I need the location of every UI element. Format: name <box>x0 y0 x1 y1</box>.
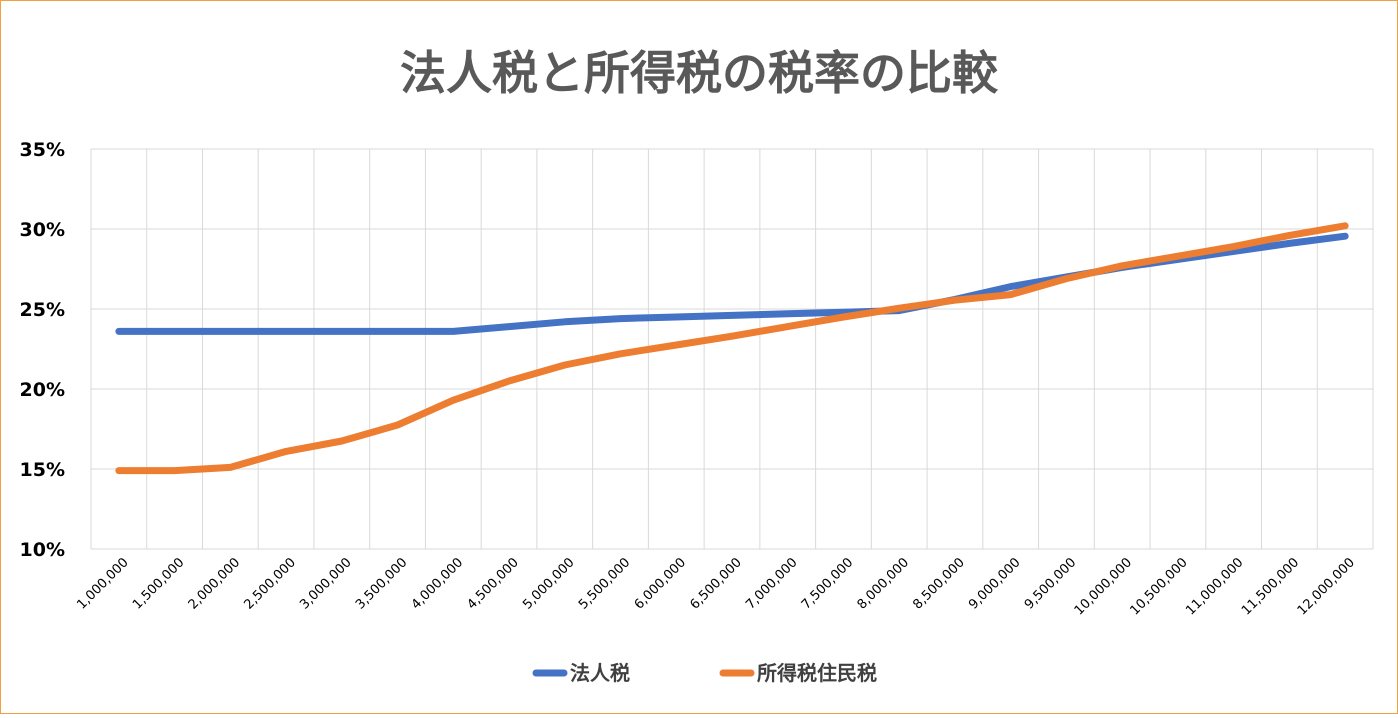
x-tick-label: 3,500,000 <box>353 555 410 612</box>
x-tick-label: 7,500,000 <box>799 555 856 612</box>
chart-title: 法人税と所得税の税率の比較 <box>400 46 999 100</box>
x-tick-label: 2,500,000 <box>242 555 299 612</box>
y-tick-label: 10% <box>20 539 65 561</box>
x-tick-label: 9,500,000 <box>1022 555 1079 612</box>
x-tick-label: 8,000,000 <box>855 555 912 612</box>
x-tick-label: 7,000,000 <box>743 555 800 612</box>
x-tick-label: 1,500,000 <box>130 555 187 612</box>
x-tick-label: 1,000,000 <box>74 555 131 612</box>
x-tick-label: 11,000,000 <box>1183 555 1246 618</box>
x-tick-label: 11,500,000 <box>1239 555 1302 618</box>
series-line-0 <box>119 236 1345 331</box>
x-tick-label: 5,000,000 <box>520 555 577 612</box>
x-tick-label: 10,000,000 <box>1072 555 1135 618</box>
x-tick-label: 10,500,000 <box>1127 555 1190 618</box>
x-tick-label: 6,000,000 <box>632 555 689 612</box>
series-line-1 <box>119 226 1345 471</box>
x-tick-label: 4,500,000 <box>464 555 521 612</box>
x-tick-label: 3,000,000 <box>297 555 354 612</box>
legend-label: 所得税住民税 <box>757 661 877 685</box>
x-tick-label: 12,000,000 <box>1295 555 1358 618</box>
y-tick-label: 35% <box>20 139 65 161</box>
legend-label: 法人税 <box>570 661 630 685</box>
x-tick-label: 6,500,000 <box>687 555 744 612</box>
x-tick-label: 2,000,000 <box>186 555 243 612</box>
x-tick-label: 4,000,000 <box>409 555 466 612</box>
y-tick-label: 30% <box>20 219 65 241</box>
y-tick-label: 20% <box>20 379 65 401</box>
y-tick-label: 25% <box>20 299 65 321</box>
x-tick-label: 8,500,000 <box>910 555 967 612</box>
x-tick-label: 9,000,000 <box>966 555 1023 612</box>
y-tick-label: 15% <box>20 459 65 481</box>
x-tick-label: 5,500,000 <box>576 555 633 612</box>
